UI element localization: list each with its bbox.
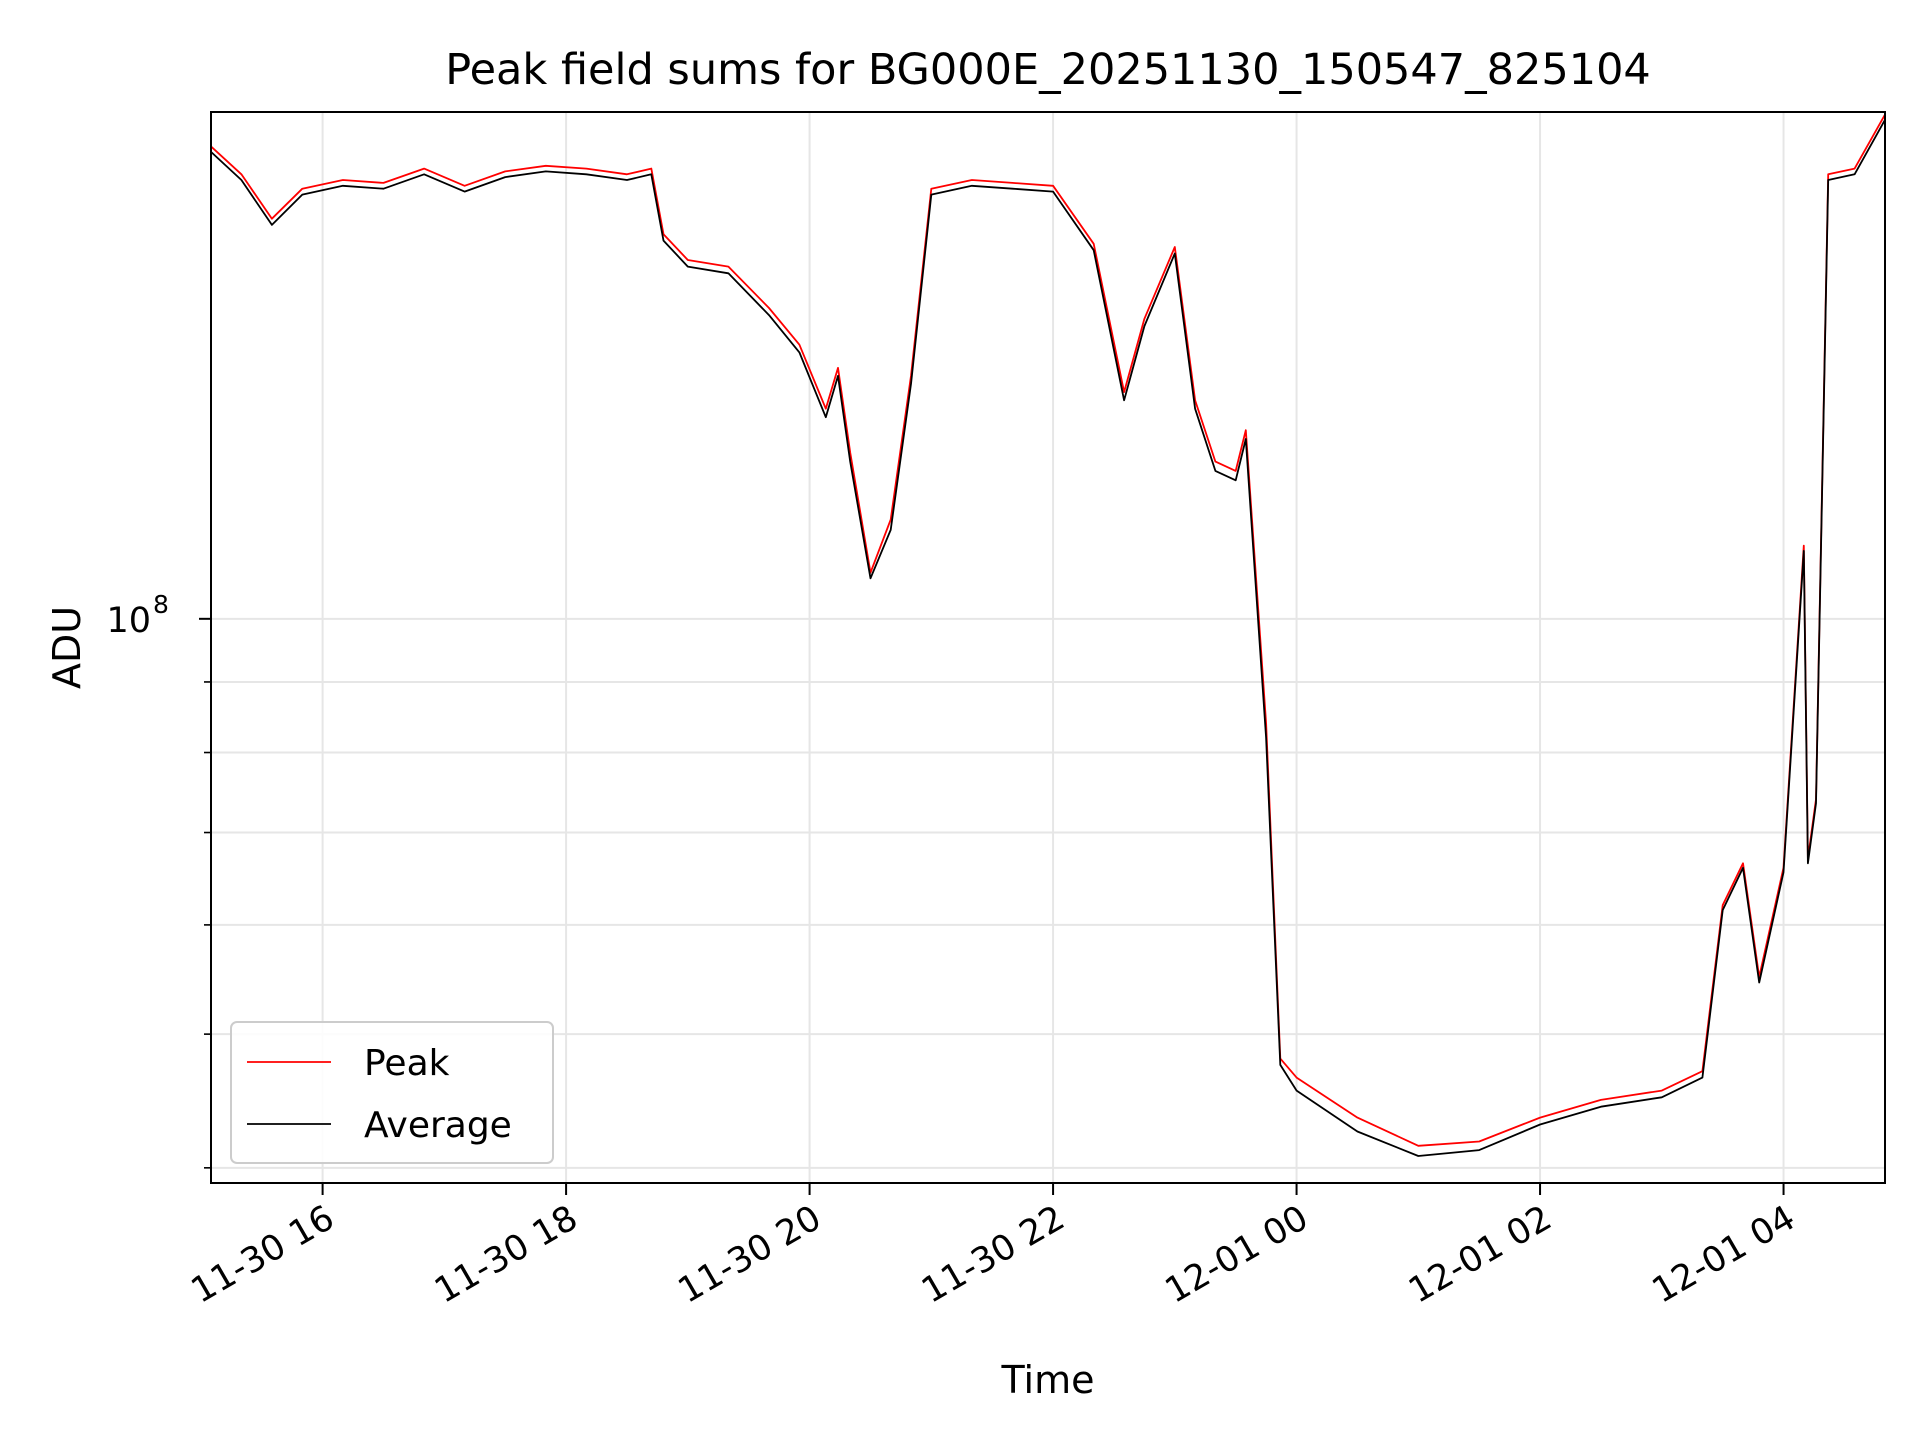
- legend-label-peak: Peak: [364, 1043, 450, 1084]
- plot-frame: [210, 111, 1886, 1184]
- y-tick-base: 10: [106, 601, 151, 641]
- x-axis-label: Time: [1001, 1358, 1095, 1402]
- legend-label-average: Average: [364, 1105, 512, 1146]
- y-axis-label: ADU: [45, 606, 89, 689]
- series-line-average: [210, 119, 1886, 1157]
- legend-box: [230, 1021, 554, 1164]
- chart-title: Peak field sums for BG000E_20251130_1505…: [445, 45, 1651, 95]
- y-tick-exponent: 8: [153, 590, 169, 619]
- y-tick-label: 10: [106, 601, 151, 641]
- series-lines: [210, 114, 1886, 1157]
- legend: Peak Average: [230, 1021, 554, 1164]
